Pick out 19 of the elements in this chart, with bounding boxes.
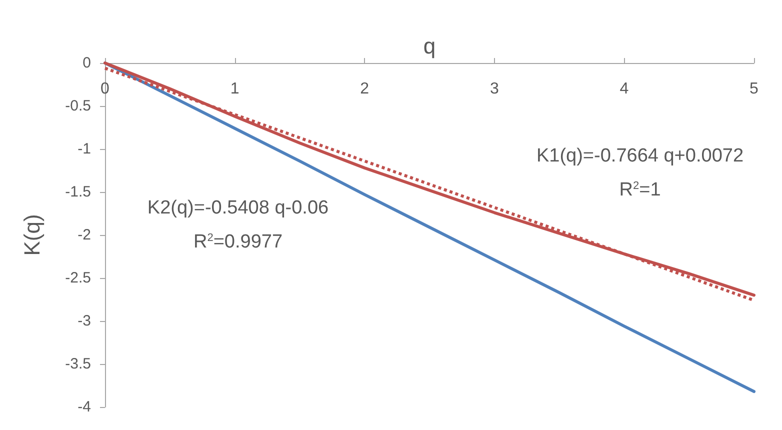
y-tick-label: -1 (78, 140, 91, 158)
x-tick-label: 5 (750, 80, 759, 98)
y-tick-label: -1.5 (65, 184, 91, 200)
x-tick-label: 1 (230, 80, 240, 98)
x-tick-label: 2 (360, 80, 370, 98)
x-tick-label: 3 (490, 80, 499, 98)
y-tick-label: -3 (78, 312, 91, 330)
x-tick-label: 4 (620, 80, 629, 98)
y-tick-label: -2 (78, 226, 91, 244)
y-tick-label: -2.5 (65, 270, 91, 286)
annotation: K2(q)=-0.5408 q-0.06 (147, 198, 329, 218)
annotation: K1(q)=-0.7664 q+0.0072 (536, 146, 744, 166)
x-axis-title: q (423, 34, 436, 58)
x-tick-label: 0 (100, 80, 110, 98)
y-axis-title: K(q) (20, 214, 44, 256)
y-tick-label: -4 (78, 398, 91, 416)
y-tick-label: -3.5 (65, 356, 91, 372)
y-tick-label: 0 (82, 54, 91, 72)
y-tick-label: -0.5 (65, 98, 91, 114)
